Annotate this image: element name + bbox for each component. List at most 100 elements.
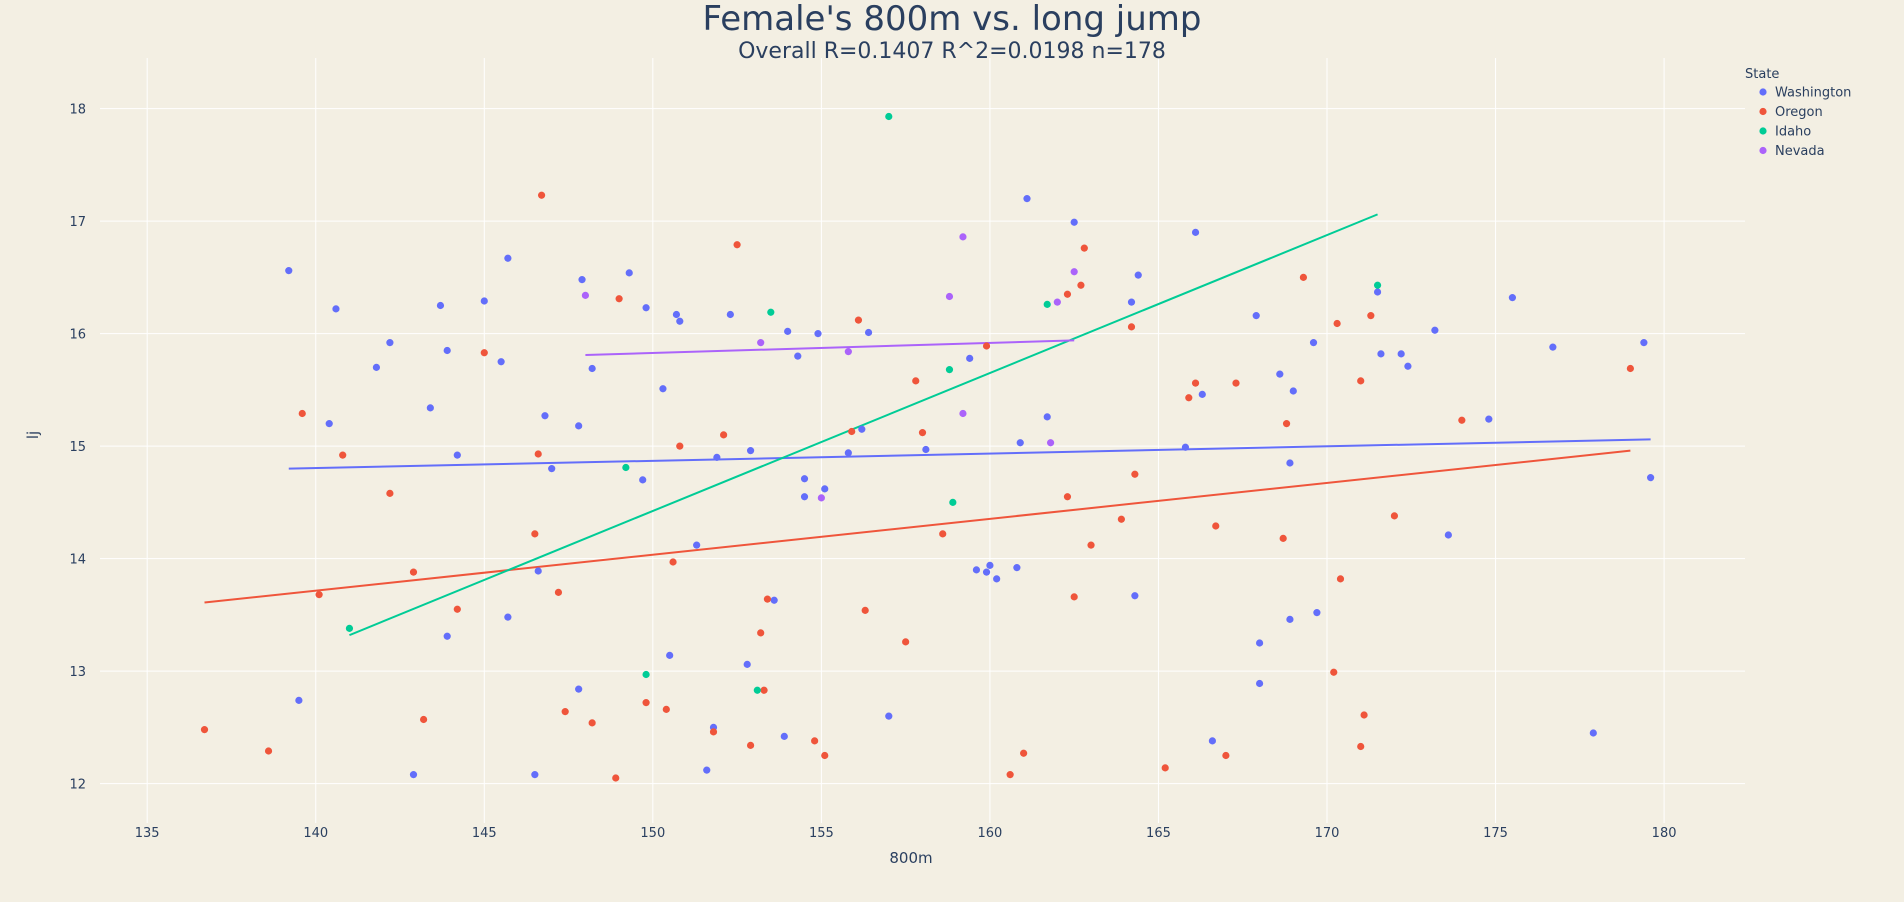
point-oregon [669, 558, 677, 566]
point-oregon [588, 719, 596, 727]
point-washington [504, 613, 512, 621]
point-washington [1134, 271, 1142, 279]
point-washington [821, 485, 829, 493]
point-washington [1508, 294, 1517, 302]
point-nevada [844, 348, 852, 356]
point-washington [443, 346, 451, 355]
x-tick-label: 150 [640, 826, 665, 841]
point-washington [659, 385, 667, 393]
point-idaho [753, 686, 761, 694]
point-washington [575, 685, 583, 693]
point-washington [1549, 343, 1557, 351]
point-washington [531, 771, 539, 779]
point-oregon [709, 728, 718, 736]
legend: State Washington Oregon Idaho Nevada [1745, 67, 1851, 159]
y-tick-label: 15 [69, 440, 86, 455]
y-tick-labels: 12 13 14 15 16 17 18 [69, 103, 86, 793]
x-tick-label: 160 [978, 826, 1003, 841]
point-washington [784, 327, 792, 335]
point-oregon [339, 451, 347, 459]
point-washington [1647, 474, 1655, 482]
point-washington [1070, 218, 1078, 226]
trendline-washington [288, 438, 1651, 470]
point-oregon [1127, 323, 1136, 331]
point-oregon [1626, 364, 1634, 373]
point-oregon [298, 409, 306, 418]
point-washington [1191, 228, 1200, 236]
x-tick-labels: 135 140 145 150 155 160 165 170 175 180 [135, 826, 1677, 841]
point-oregon [1357, 377, 1365, 385]
point-oregon [676, 442, 684, 450]
point-washington [922, 445, 930, 454]
y-tick-label: 13 [69, 665, 86, 680]
point-washington [534, 567, 542, 575]
point-oregon [861, 606, 869, 614]
y-tick-label: 18 [69, 103, 86, 118]
point-oregon [1185, 394, 1193, 402]
point-washington [575, 422, 583, 430]
point-idaho [345, 624, 354, 632]
point-washington [780, 732, 788, 740]
point-oregon [1336, 575, 1345, 583]
point-oregon [200, 726, 209, 734]
point-washington [986, 561, 994, 569]
point-washington [1023, 195, 1031, 203]
point-oregon [561, 708, 569, 716]
point-oregon [1367, 312, 1375, 320]
series-washington [285, 195, 1655, 779]
point-oregon [264, 747, 273, 755]
y-tick-label: 17 [69, 215, 86, 230]
point-oregon [760, 686, 768, 694]
point-idaho [642, 670, 650, 679]
point-washington [548, 465, 556, 473]
point-oregon [1333, 319, 1341, 328]
point-washington [1313, 609, 1321, 617]
point-washington [666, 651, 674, 659]
point-washington [693, 541, 701, 549]
point-washington [1309, 339, 1318, 347]
point-oregon [537, 191, 546, 199]
point-idaho [949, 498, 957, 506]
point-oregon [854, 316, 863, 324]
point-nevada [1053, 298, 1061, 306]
point-washington [372, 363, 381, 371]
point-washington [1431, 326, 1439, 334]
series-oregon [200, 191, 1634, 782]
point-idaho [767, 308, 775, 316]
point-oregon [757, 629, 765, 637]
point-washington [1255, 639, 1264, 647]
point-oregon [1080, 244, 1088, 252]
point-washington [713, 453, 721, 461]
point-washington [436, 301, 445, 310]
x-tick-label: 175 [1483, 826, 1508, 841]
point-oregon [848, 427, 856, 436]
point-washington [443, 632, 451, 640]
point-nevada [757, 339, 765, 347]
point-oregon [1063, 290, 1072, 298]
point-oregon [534, 450, 542, 458]
point-idaho [885, 112, 893, 121]
trendline-oregon [204, 449, 1631, 604]
point-washington [1640, 339, 1648, 347]
grid-lines [100, 58, 1745, 823]
point-washington [1131, 592, 1139, 600]
point-idaho [1373, 281, 1382, 289]
point-washington [639, 476, 647, 484]
point-washington [504, 254, 512, 262]
point-washington [858, 425, 866, 433]
point-washington [1016, 439, 1024, 447]
point-oregon [912, 377, 920, 385]
chart-title: Female's 800m vs. long jump [703, 0, 1202, 39]
point-washington [578, 276, 586, 284]
trendline-nevada [585, 339, 1075, 356]
x-tick-label: 180 [1652, 826, 1677, 841]
legend-marker-idaho [1759, 127, 1767, 135]
point-oregon [531, 530, 539, 538]
point-washington [1286, 615, 1294, 623]
point-washington [1289, 387, 1297, 395]
point-oregon [554, 588, 563, 596]
point-oregon [1299, 273, 1308, 281]
point-oregon [1282, 420, 1291, 428]
